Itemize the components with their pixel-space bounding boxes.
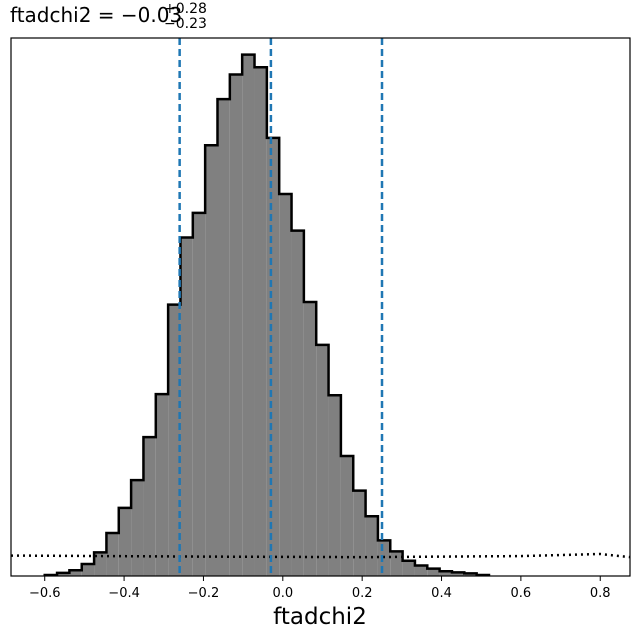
x-tick-label: −0.6 bbox=[29, 586, 61, 601]
histogram-bar bbox=[353, 490, 366, 576]
histogram-bar bbox=[451, 572, 465, 576]
histogram-bar bbox=[155, 394, 169, 576]
histogram-bar bbox=[106, 533, 119, 576]
x-tick-label: 0.8 bbox=[590, 586, 611, 601]
histogram-bar bbox=[180, 237, 193, 576]
x-tick-label: 0.0 bbox=[272, 586, 293, 601]
histogram-bar bbox=[427, 568, 440, 576]
histogram-bar bbox=[340, 456, 354, 576]
x-axis: −0.6 −0.4 −0.2 0.0 0.2 0.4 0.6 0.8 bbox=[29, 576, 611, 601]
plot-frame bbox=[10, 37, 631, 577]
histogram-bar bbox=[217, 99, 230, 576]
histogram-bar bbox=[81, 563, 95, 576]
histogram-bar bbox=[279, 194, 292, 576]
chart-title: ftadchi2 = −0.03 bbox=[10, 3, 182, 27]
histogram-bar bbox=[303, 301, 317, 576]
title-superscript: +0.28 bbox=[164, 1, 207, 17]
histogram-bar bbox=[439, 571, 452, 576]
x-axis-label: ftadchi2 bbox=[273, 604, 367, 630]
histogram-bar bbox=[390, 551, 403, 576]
histogram-bar bbox=[205, 145, 218, 576]
x-tick-label: −0.4 bbox=[108, 586, 140, 601]
histogram-bar bbox=[229, 74, 243, 577]
x-tick-label: 0.6 bbox=[511, 586, 532, 601]
prior-line bbox=[10, 552, 631, 559]
histogram-bar bbox=[266, 137, 280, 576]
histogram-bar bbox=[464, 573, 477, 576]
x-tick-label: 0.2 bbox=[352, 586, 373, 601]
title-subscript: −0.23 bbox=[164, 16, 207, 32]
histogram-bar bbox=[254, 67, 267, 577]
x-tick-label: 0.4 bbox=[431, 586, 452, 601]
histogram-bar bbox=[131, 480, 144, 576]
plot-area bbox=[10, 37, 631, 577]
histogram-bar bbox=[242, 54, 255, 577]
histogram-outline bbox=[43, 53, 491, 577]
histogram-bar bbox=[414, 565, 428, 576]
histogram-bar bbox=[69, 570, 82, 576]
title-prefix: ftadchi2 = −0.03 bbox=[10, 3, 182, 27]
x-tick-label: −0.2 bbox=[188, 586, 220, 601]
histogram-bar bbox=[402, 560, 415, 576]
histogram-bar bbox=[94, 552, 107, 576]
histogram-bar bbox=[192, 212, 206, 577]
histogram-bar bbox=[328, 395, 341, 576]
histogram-bar bbox=[57, 572, 70, 576]
histogram-bar bbox=[143, 437, 156, 576]
histogram-bar bbox=[291, 230, 304, 576]
histogram-bar bbox=[316, 344, 329, 576]
histogram-bar bbox=[118, 507, 132, 576]
histogram-bar bbox=[365, 516, 378, 576]
histogram-bar bbox=[168, 304, 181, 576]
